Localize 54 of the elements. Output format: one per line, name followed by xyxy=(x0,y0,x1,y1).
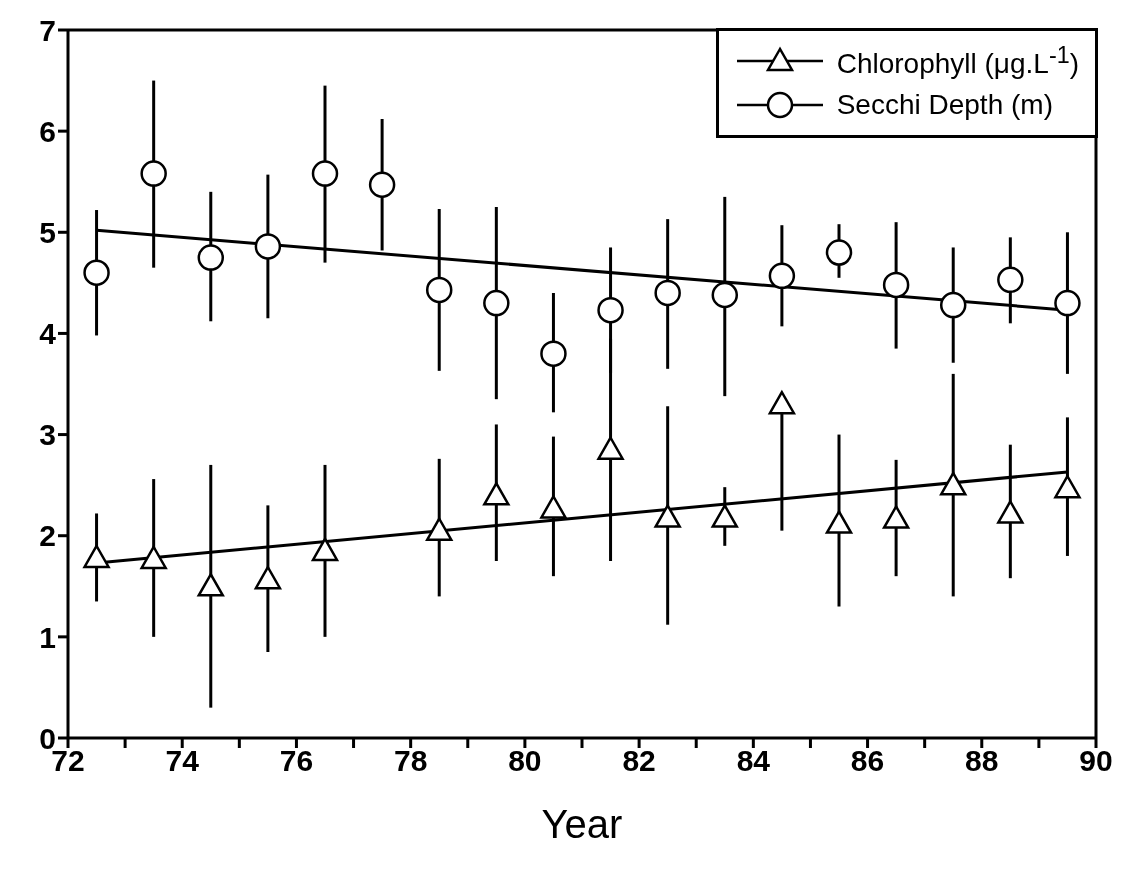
point xyxy=(1054,289,1081,317)
legend-label: Secchi Depth (m) xyxy=(836,89,1053,121)
point xyxy=(997,500,1024,524)
x-tick-label: 88 xyxy=(965,744,999,778)
y-tick-label: 1 xyxy=(39,620,56,654)
x-tick-label: 78 xyxy=(393,744,428,778)
point xyxy=(197,573,225,597)
point xyxy=(311,537,339,562)
point xyxy=(939,471,967,496)
point xyxy=(711,281,739,309)
x-tick-label: 76 xyxy=(279,744,314,778)
point xyxy=(83,259,110,286)
x-tick-label: 86 xyxy=(850,744,885,778)
x-tick-label: 74 xyxy=(165,744,200,778)
point xyxy=(197,244,225,271)
point xyxy=(483,289,510,317)
point xyxy=(597,436,624,460)
x-axis-title: Year xyxy=(541,802,623,846)
y-tick-label: 4 xyxy=(39,317,57,351)
x-tick-label: 90 xyxy=(1079,744,1113,778)
legend-label: Chlorophyll (μg.L$^{-1}$) xyxy=(836,41,1079,81)
point xyxy=(997,266,1024,294)
point xyxy=(1054,474,1081,499)
y-tick-label: 2 xyxy=(39,519,56,553)
point xyxy=(825,510,853,534)
point xyxy=(311,160,339,187)
point xyxy=(254,233,282,260)
point xyxy=(939,291,967,319)
point xyxy=(882,505,910,529)
y-tick-label: 7 xyxy=(39,13,56,47)
point xyxy=(768,262,796,290)
point xyxy=(654,279,681,307)
x-tick-label: 80 xyxy=(508,744,542,778)
point xyxy=(597,296,624,324)
point xyxy=(711,504,739,528)
y-tick-label: 6 xyxy=(39,114,56,148)
point xyxy=(140,545,167,570)
y-tick-label: 3 xyxy=(39,418,56,452)
point xyxy=(654,504,681,528)
point xyxy=(540,340,567,367)
point xyxy=(254,565,282,590)
point xyxy=(425,276,453,304)
x-tick-label: 84 xyxy=(736,744,771,778)
point xyxy=(425,517,453,541)
point xyxy=(483,482,510,506)
x-tick-label: 82 xyxy=(622,744,656,778)
point xyxy=(83,544,110,569)
point xyxy=(768,390,796,415)
point xyxy=(140,160,167,187)
point xyxy=(825,239,853,266)
point xyxy=(540,495,567,519)
point xyxy=(882,271,910,299)
point xyxy=(368,171,396,198)
y-tick-label: 5 xyxy=(39,215,56,249)
